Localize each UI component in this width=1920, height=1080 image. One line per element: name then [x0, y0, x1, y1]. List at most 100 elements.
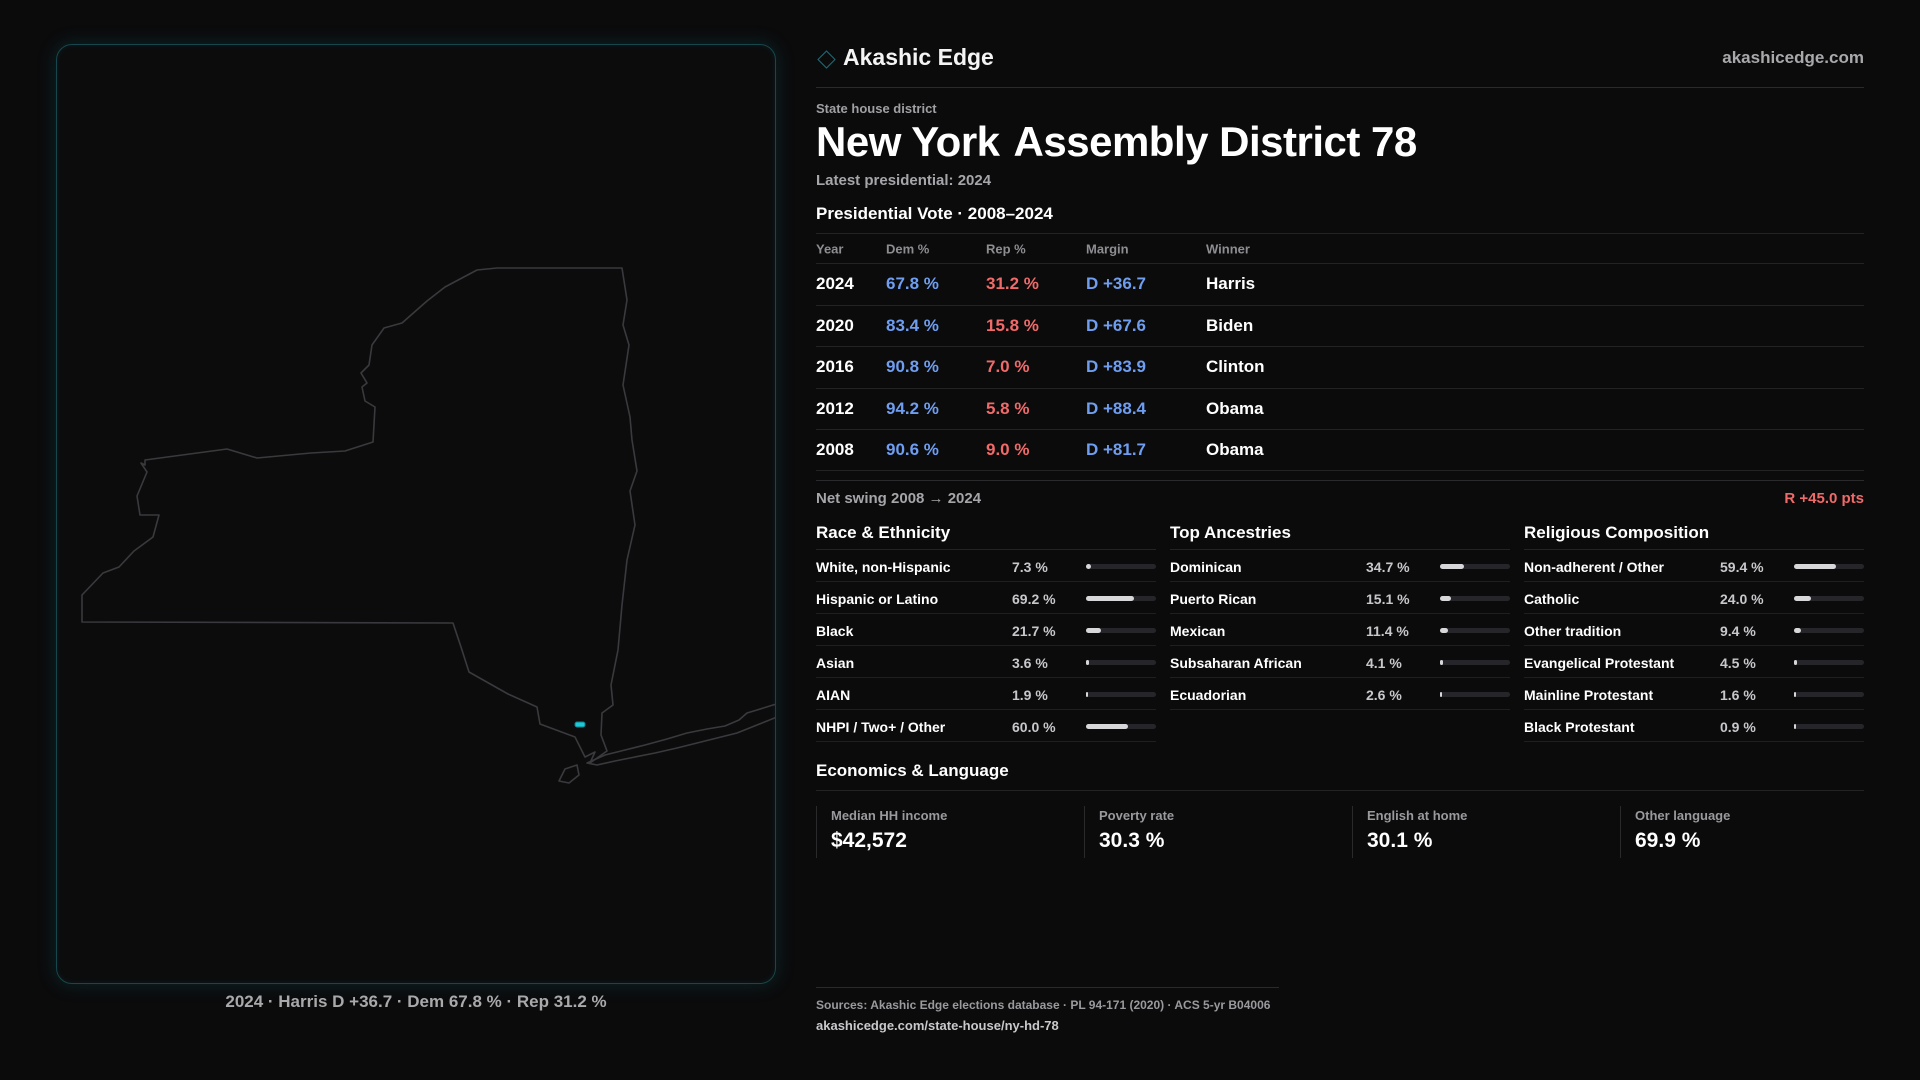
staten-island-outline — [558, 764, 580, 784]
divider — [816, 987, 1279, 988]
page-title: New York Assembly District 78 — [816, 118, 1417, 166]
margin-cell: D +67.6 — [1086, 315, 1147, 335]
percent-bar-fill — [1440, 564, 1465, 569]
percent-bar-fill — [1794, 724, 1796, 729]
stat-value: 69.9 % — [1635, 829, 1701, 852]
table-row: 2024 67.8 % 31.2 % D +36.7 Harris — [816, 263, 1864, 305]
stat-value: 30.3 % — [1099, 829, 1165, 852]
percent-bar-fill — [1794, 564, 1836, 569]
diamond-logo-icon — [817, 50, 836, 69]
item-percent: 59.4 % — [1720, 559, 1764, 575]
ancestry-panel: Top Ancestries Dominican 34.7 % Puerto Ri… — [1170, 522, 1510, 710]
margin-cell: D +83.9 — [1086, 357, 1147, 377]
list-item: AIAN 1.9 % — [816, 678, 1156, 710]
item-percent: 4.1 % — [1366, 655, 1402, 671]
item-label: Catholic — [1524, 591, 1580, 607]
brand[interactable]: Akashic Edge — [816, 44, 994, 71]
percent-bar-fill — [1086, 628, 1102, 633]
percent-bar — [1440, 692, 1510, 697]
district-marker[interactable] — [574, 721, 586, 728]
stat-label: Poverty rate — [1099, 808, 1175, 823]
item-percent: 15.1 % — [1366, 591, 1410, 607]
rep-cell: 31.2 % — [986, 274, 1039, 294]
item-percent: 9.4 % — [1720, 623, 1756, 639]
header-dem: Dem % — [886, 241, 930, 256]
item-percent: 60.0 % — [1012, 719, 1056, 735]
item-percent: 34.7 % — [1366, 559, 1410, 575]
percent-bar-fill — [1086, 692, 1088, 697]
percent-bar — [1086, 628, 1156, 633]
table-row: 2020 83.4 % 15.8 % D +67.6 Biden — [816, 304, 1864, 347]
item-percent: 11.4 % — [1366, 623, 1409, 639]
percent-bar — [1086, 692, 1156, 697]
year-cell: 2016 — [816, 357, 854, 377]
year-cell: 2024 — [816, 274, 854, 294]
list-item: Mexican 11.4 % — [1170, 614, 1510, 646]
item-label: AIAN — [816, 687, 851, 703]
stat-value: 30.1 % — [1367, 829, 1433, 852]
percent-bar — [1794, 660, 1864, 665]
item-label: Subsaharan African — [1170, 655, 1302, 671]
district-type-label: State house district — [816, 101, 937, 116]
percent-bar-fill — [1440, 692, 1442, 697]
divider — [816, 480, 1864, 481]
dem-cell: 67.8 % — [886, 274, 939, 294]
rep-cell: 9.0 % — [986, 439, 1030, 459]
item-percent: 69.2 % — [1012, 591, 1056, 607]
sources-note: Sources: Akashic Edge elections database… — [816, 998, 1271, 1012]
list-item: White, non-Hispanic 7.3 % — [816, 550, 1156, 582]
net-swing-label: Net swing 2008 → 2024 — [816, 490, 982, 507]
table-row: 2008 90.6 % 9.0 % D +81.7 Obama — [816, 429, 1864, 471]
percent-bar-fill — [1086, 596, 1135, 601]
percent-bar-fill — [1794, 660, 1798, 665]
item-percent: 1.6 % — [1720, 687, 1756, 703]
percent-bar — [1794, 596, 1864, 601]
header-year: Year — [816, 241, 844, 256]
list-item: Non-adherent / Other 59.4 % — [1524, 550, 1864, 582]
religion-section-title: Religious Composition — [1524, 522, 1864, 550]
map-caption: 2024 · Harris D +36.7 · Dem 67.8 % · Rep… — [225, 992, 607, 1011]
stat-card-other-language: Other language 69.9 % — [1620, 806, 1870, 858]
percent-bar-fill — [1794, 692, 1796, 697]
percent-bar — [1794, 724, 1864, 729]
site-link[interactable]: akashicedge.com — [1722, 48, 1864, 67]
rep-cell: 5.8 % — [986, 398, 1030, 418]
percent-bar-fill — [1086, 660, 1089, 665]
item-percent: 3.6 % — [1012, 655, 1048, 671]
dem-cell: 90.8 % — [886, 357, 939, 377]
item-label: White, non-Hispanic — [816, 559, 951, 575]
stat-value: $42,572 — [831, 829, 907, 852]
item-label: Mainline Protestant — [1524, 687, 1654, 703]
list-item: Other tradition 9.4 % — [1524, 614, 1864, 646]
percent-bar — [1086, 596, 1156, 601]
map-panel[interactable] — [56, 44, 776, 984]
margin-cell: D +81.7 — [1086, 439, 1147, 459]
item-label: Black Protestant — [1524, 719, 1635, 735]
percent-bar — [1794, 692, 1864, 697]
percent-bar — [1086, 564, 1156, 569]
percent-bar — [1086, 724, 1156, 729]
list-item: NHPI / Two+ / Other 60.0 % — [816, 710, 1156, 742]
table-row: 2016 90.8 % 7.0 % D +83.9 Clinton — [816, 346, 1864, 388]
economics-section-title: Economics & Language — [816, 761, 1009, 780]
stat-card-income: Median HH income $42,572 — [816, 806, 1066, 858]
rep-cell: 7.0 % — [986, 357, 1030, 377]
state-map[interactable] — [57, 45, 776, 984]
page-url-link[interactable]: akashicedge.com/state-house/ny-hd-78 — [816, 1018, 1059, 1033]
list-item: Evangelical Protestant 4.5 % — [1524, 646, 1864, 678]
year-cell: 2020 — [816, 315, 854, 335]
item-percent: 7.3 % — [1012, 559, 1048, 575]
percent-bar-fill — [1440, 596, 1451, 601]
item-label: Non-adherent / Other — [1524, 559, 1665, 575]
margin-cell: D +36.7 — [1086, 274, 1147, 294]
item-percent: 21.7 % — [1012, 623, 1056, 639]
winner-cell: Obama — [1206, 439, 1264, 459]
item-label: Dominican — [1170, 559, 1242, 575]
list-item: Mainline Protestant 1.6 % — [1524, 678, 1864, 710]
divider — [816, 87, 1864, 88]
percent-bar — [1440, 596, 1510, 601]
list-item: Asian 3.6 % — [816, 646, 1156, 678]
percent-bar-fill — [1794, 596, 1811, 601]
item-label: Black — [816, 623, 854, 639]
list-item: Catholic 24.0 % — [1524, 582, 1864, 614]
